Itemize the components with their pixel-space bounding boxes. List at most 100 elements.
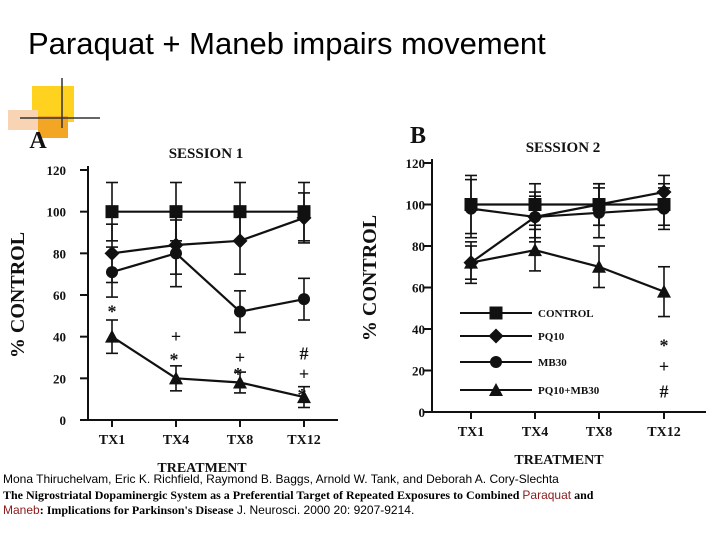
y-axis-label: % CONTROL (359, 215, 381, 341)
x-tick-label: TX1 (458, 425, 484, 440)
data-point (232, 233, 248, 249)
citation: Mona Thiruchelvam, Eric K. Richfield, Ra… (3, 472, 718, 519)
y-tick-label: 100 (47, 205, 67, 220)
significance-marker: # (300, 343, 309, 363)
series-mb30 (106, 219, 310, 334)
y-tick-label: 40 (412, 322, 425, 337)
y-tick-label: 40 (53, 330, 66, 345)
data-point (465, 202, 477, 215)
legend-label: CONTROL (538, 308, 594, 320)
significance-marker: # (660, 381, 669, 401)
deco-peach-square (8, 110, 38, 130)
y-tick-label: 80 (412, 239, 425, 254)
series-line (470, 207, 665, 219)
x-tick-label: TX4 (522, 425, 548, 440)
significance-marker: + (171, 327, 181, 347)
citation-reference: The Nigrostriatal Dopaminergic System as… (3, 488, 718, 519)
significance-marker: + (659, 356, 669, 376)
citation-authors: Mona Thiruchelvam, Eric K. Richfield, Ra… (3, 472, 559, 486)
slide-title: Paraquat + Maneb impairs movement (28, 26, 546, 61)
data-point (658, 202, 670, 215)
y-tick-label: 60 (412, 281, 425, 296)
data-point (657, 284, 671, 298)
y-tick-label: 80 (53, 246, 66, 261)
data-point (106, 266, 118, 279)
deco-orange-square (38, 116, 68, 138)
legend-marker (489, 383, 503, 396)
significance-marker: + (235, 348, 245, 368)
charts-svg: A SESSION 1 % CONTROL TREATMENT 0 20 40 60 80 100… (7, 123, 706, 476)
data-point (169, 371, 183, 385)
data-point (528, 243, 542, 257)
data-point (296, 210, 312, 226)
y-tick-label: 120 (406, 156, 426, 171)
y-tick-label: 0 (60, 413, 67, 428)
legend-label: MB30 (538, 357, 567, 369)
x-tick-label: TX12 (647, 425, 680, 440)
citation-title-part2: : Implications for Parkinson's Disease (39, 503, 234, 517)
significance-marker: + (299, 364, 309, 384)
x-axis-label: TREATMENT (157, 461, 247, 476)
series-control (105, 181, 311, 242)
series-line (111, 216, 305, 255)
series-pq10-mb30 (464, 228, 671, 318)
data-point (233, 375, 247, 389)
data-point (105, 205, 119, 219)
y-tick-label: 60 (53, 288, 66, 303)
y-tick-label: 120 (47, 163, 67, 178)
citation-title-maneb: Maneb (3, 503, 40, 517)
series-line (470, 249, 665, 293)
series-mb30 (465, 178, 670, 243)
data-point (169, 205, 183, 219)
legend-label: PQ10+MB30 (538, 385, 600, 397)
x-tick-label: TX8 (586, 425, 612, 440)
x-tick-label: TX4 (163, 433, 189, 448)
citation-title-part1: The Nigrostriatal Dopaminergic System as… (3, 487, 523, 502)
chart-title: SESSION 1 (169, 146, 244, 162)
citation-journal: J. Neurosci. 2000 20: 9207-9214. (233, 503, 415, 517)
chart-panel-b: B SESSION 2 % CONTROL TREATMENT 0 20 40 60 80 100… (359, 123, 706, 468)
decorative-accent (8, 78, 100, 138)
x-tick-label: TX12 (287, 433, 320, 448)
series-pq10 (463, 174, 672, 285)
series-pq10-mb30 (105, 319, 311, 409)
series-control (464, 174, 671, 235)
data-point (297, 390, 311, 404)
panel-letter: A (29, 128, 47, 154)
data-point (464, 255, 478, 269)
y-tick-label: 100 (406, 198, 426, 213)
citation-title-paraquat: Paraquat (522, 487, 572, 502)
legend: CONTROL PQ10 MB30 PQ10+MB30 (460, 306, 600, 397)
panel-letter: B (410, 123, 426, 149)
x-tick-label: TX1 (99, 433, 125, 448)
legend-label: PQ10 (538, 331, 565, 343)
data-point (234, 305, 246, 318)
significance-marker: * (170, 350, 179, 370)
series-line (470, 190, 665, 264)
y-tick-label: 0 (419, 405, 426, 420)
significance-marker: * (660, 336, 669, 356)
legend-marker (489, 306, 503, 320)
data-point (105, 329, 119, 343)
x-tick-label: TX8 (227, 433, 253, 448)
significance-marker: * (298, 385, 307, 405)
data-point (298, 293, 310, 306)
y-tick-label: 20 (412, 364, 425, 379)
legend-marker (488, 328, 504, 344)
chart-title: SESSION 2 (526, 140, 601, 156)
y-axis-label: % CONTROL (7, 232, 29, 358)
data-point (592, 259, 606, 273)
x-axis-label: TREATMENT (514, 453, 604, 468)
chart-panel-a: A SESSION 1 % CONTROL TREATMENT 0 20 40 60 80 100… (7, 128, 338, 476)
series-pq10 (104, 192, 312, 284)
significance-marker: * (234, 364, 243, 384)
series-line (111, 252, 305, 313)
data-point (593, 206, 605, 219)
citation-title-and: and (571, 487, 594, 502)
series-line (111, 335, 305, 399)
data-point (170, 247, 182, 260)
data-point (529, 210, 541, 223)
y-tick-label: 20 (53, 371, 66, 386)
significance-marker: * (108, 302, 117, 322)
legend-marker (490, 356, 502, 368)
